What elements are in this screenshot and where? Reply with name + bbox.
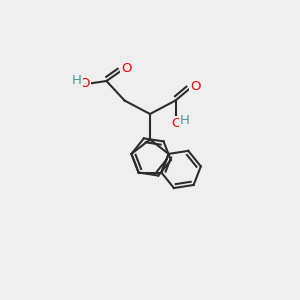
Text: O: O bbox=[79, 77, 90, 90]
Text: O: O bbox=[172, 117, 182, 130]
Text: H: H bbox=[72, 74, 82, 88]
Text: O: O bbox=[190, 80, 201, 93]
Text: O: O bbox=[121, 62, 132, 76]
Text: H: H bbox=[180, 114, 189, 127]
